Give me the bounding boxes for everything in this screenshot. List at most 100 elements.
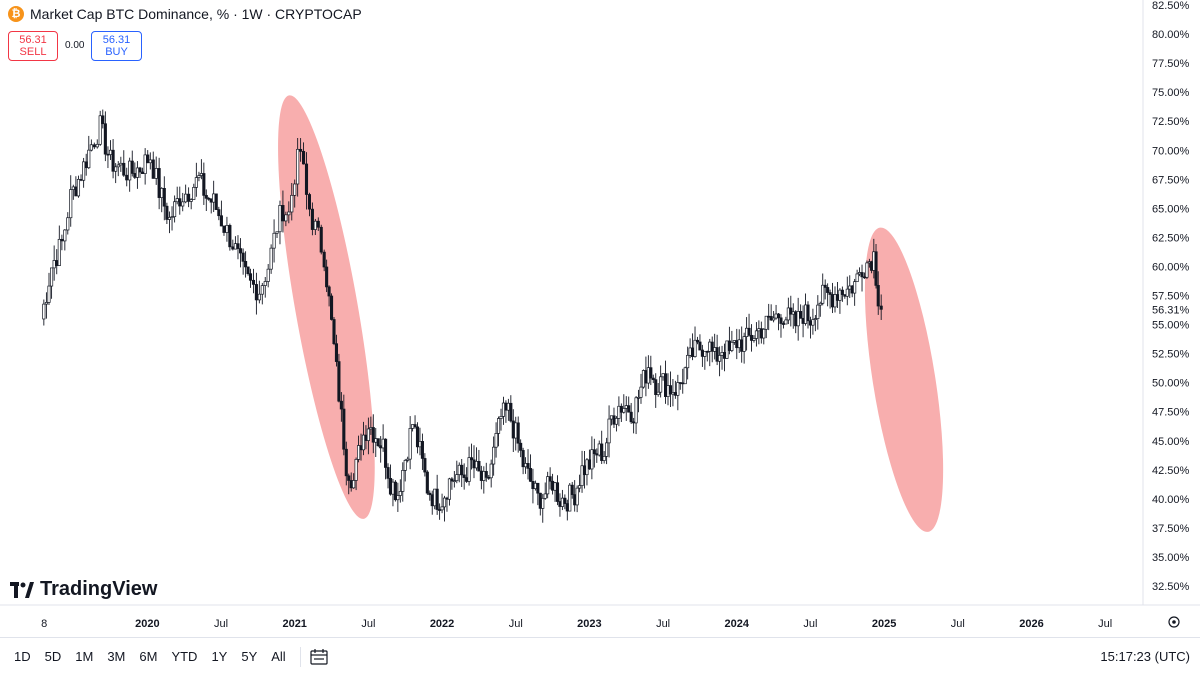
timeframe-6m[interactable]: 6M [139, 649, 158, 664]
candle-body [876, 285, 880, 307]
candle-body [698, 341, 702, 351]
y-tick-label: 50.00% [1152, 378, 1190, 390]
candle-body [501, 402, 506, 417]
candle-body [796, 311, 800, 327]
candle-body [334, 343, 339, 362]
candle-body [686, 354, 690, 369]
candle-body [116, 164, 120, 168]
price-chart[interactable]: 82.50% 80.00% 77.50% 75.00% 72.50% 70.00% 67.5… [0, 0, 1200, 637]
candle-body [57, 238, 61, 266]
candle-body [76, 178, 81, 197]
x-tick-label: 2020 [135, 618, 159, 630]
candle-body [452, 480, 456, 483]
timeframe-5y[interactable]: 5Y [241, 649, 258, 664]
timeframe-all[interactable]: All [271, 649, 286, 664]
candle-body [693, 339, 697, 357]
candle-body [339, 400, 343, 410]
candle-body [71, 186, 75, 190]
candle-body [460, 464, 464, 476]
candle-body [605, 442, 609, 457]
candle-body [767, 315, 771, 318]
y-tick-label: 42.50% [1152, 465, 1190, 477]
candle-body [162, 188, 166, 207]
candle-body [742, 336, 746, 352]
candle-body [627, 405, 631, 413]
candle-body [202, 173, 206, 196]
candle-body [700, 349, 704, 357]
candle-body [641, 370, 645, 388]
timeframe-ytd[interactable]: YTD [171, 649, 198, 664]
candle-body [799, 311, 803, 319]
timeframe-1m[interactable]: 1M [75, 649, 94, 664]
candle-body [327, 286, 331, 297]
timeframe-5d[interactable]: 5D [44, 649, 62, 664]
candle-body [843, 294, 847, 297]
candle-body [393, 481, 397, 501]
candle-body [656, 391, 660, 395]
candle-body [730, 341, 734, 351]
sell-button[interactable]: 56.31 SELL [8, 31, 58, 61]
y-tick-label: 65.00% [1152, 203, 1190, 215]
candle-body [570, 484, 574, 495]
candle-body [614, 418, 618, 425]
candle-body [845, 288, 849, 297]
candle-body [347, 475, 351, 481]
candle-body [553, 482, 557, 491]
timeframe-1y[interactable]: 1Y [211, 649, 228, 664]
candle-body [366, 428, 370, 441]
candle-body [519, 442, 523, 451]
candle-body [63, 229, 67, 242]
candle-body [125, 174, 129, 181]
candle-body [381, 438, 385, 449]
x-tick-label: 2024 [725, 618, 750, 630]
candle-body [194, 177, 198, 188]
x-tick-label: 2025 [872, 618, 896, 630]
candle-body [442, 497, 447, 508]
candle-body [582, 465, 587, 476]
x-tick-label: 2023 [577, 618, 601, 630]
candle-body [590, 449, 594, 470]
candle-body [754, 330, 758, 339]
candle-body [511, 420, 515, 439]
candle-body [128, 160, 132, 181]
candle-body [244, 260, 248, 268]
x-tick-label: 2026 [1019, 618, 1043, 630]
candle-body [803, 304, 808, 324]
candle-body [329, 295, 334, 320]
candle-body [580, 465, 584, 486]
candle-body [789, 307, 793, 315]
candle-body [479, 470, 483, 481]
candle-body [833, 294, 837, 308]
highlight-ellipse-1 [278, 95, 375, 519]
candle-body [806, 304, 810, 322]
candle-body [784, 319, 788, 325]
candle-body [181, 201, 185, 207]
settings-gear-icon [1168, 616, 1180, 628]
candle-body [415, 426, 420, 448]
candle-body [228, 225, 232, 248]
candle-body [555, 482, 560, 502]
candle-body [619, 405, 623, 413]
candle-body [302, 151, 306, 165]
candle-body [813, 318, 817, 320]
candle-body [543, 493, 547, 499]
candle-body [715, 347, 719, 362]
timeframe-3m[interactable]: 3M [107, 649, 126, 664]
candle-body [275, 231, 279, 234]
y-tick-label: 77.50% [1152, 58, 1190, 70]
candle-body [408, 428, 412, 460]
bottom-toolbar: 1D 5D 1M 3M 6M YTD 1Y 5Y All 15:17:23 (U… [0, 637, 1200, 675]
candle-body [791, 311, 795, 315]
calendar-range-icon[interactable] [309, 648, 329, 666]
candle-body [281, 205, 285, 222]
utc-clock[interactable]: 15:17:23 (UTC) [1100, 649, 1190, 664]
candle-body [55, 260, 59, 266]
buy-button[interactable]: 56.31 BUY [91, 31, 142, 61]
timeframe-1d[interactable]: 1D [14, 649, 31, 664]
candle-body [423, 458, 427, 473]
candle-body [477, 460, 481, 472]
x-tick-label: Jul [214, 618, 228, 630]
candle-body [322, 251, 326, 268]
candle-body [776, 313, 781, 319]
candle-body [749, 334, 754, 341]
